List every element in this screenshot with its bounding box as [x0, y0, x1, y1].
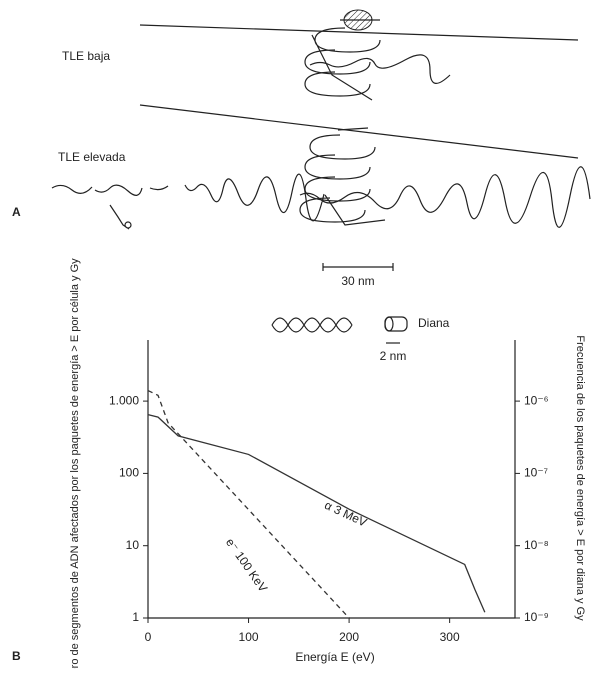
series-label: e⁻ 100 KeV [223, 536, 270, 595]
y2-tick-label: 10⁻⁹ [524, 610, 549, 624]
scale-label: 2 nm [380, 349, 407, 363]
label: TLE elevada [58, 150, 126, 164]
legend-label: Diana [418, 316, 450, 330]
panel-label: A [12, 205, 21, 219]
axes [147, 340, 516, 619]
scale-label: 30 nm [341, 274, 374, 288]
series-label: α 3 MeV [322, 498, 369, 530]
y-tick-label: 1 [132, 610, 139, 624]
y2-tick-label: 10⁻⁷ [524, 466, 548, 480]
y2-tick-label: 10⁻⁶ [524, 393, 549, 407]
x-tick-label: 0 [145, 630, 152, 644]
y2-axis-title: Frecuencia de los paquetes de energía > … [574, 335, 586, 621]
x-tick-label: 300 [440, 630, 460, 644]
x-tick-label: 200 [339, 630, 359, 644]
x-axis-title: Energía E (eV) [295, 650, 374, 664]
y2-tick-label: 10⁻⁸ [524, 538, 549, 552]
panel-a-drawing [51, 9, 591, 344]
y-tick-label: 10 [126, 538, 140, 552]
panel-label: B [12, 649, 21, 663]
y-axis-title: Número de segmentos de ADN afectados por… [69, 258, 81, 669]
series-line [147, 389, 350, 619]
x-tick-label: 100 [239, 630, 259, 644]
y-tick-label: 100 [119, 466, 139, 480]
series-line [147, 413, 486, 613]
label: TLE baja [62, 49, 110, 63]
y-tick-label: 1.000 [109, 393, 139, 407]
